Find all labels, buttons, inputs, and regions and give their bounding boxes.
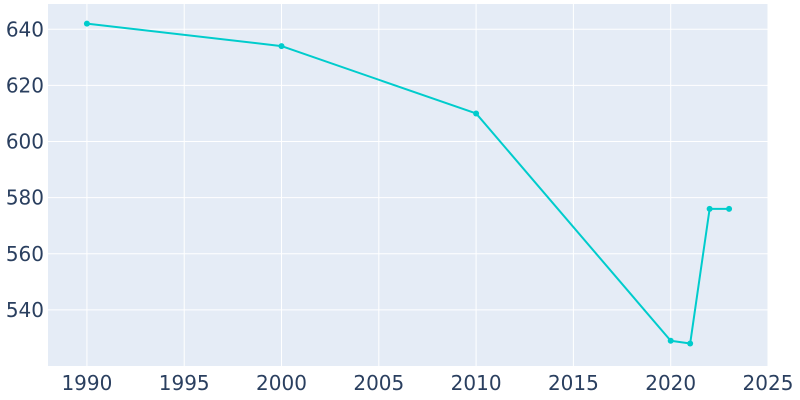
data-point <box>83 20 90 27</box>
y-tick-label: 540 <box>6 298 44 322</box>
y-tick-label: 620 <box>6 73 44 97</box>
data-point <box>726 205 733 212</box>
y-tick-label: 560 <box>6 242 44 266</box>
data-point <box>473 110 480 117</box>
data-point <box>687 340 694 347</box>
y-tick-label: 640 <box>6 17 44 41</box>
x-tick-label: 2015 <box>548 371 599 395</box>
x-tick-label: 2010 <box>451 371 502 395</box>
x-tick-label: 1990 <box>61 371 112 395</box>
x-axis-ticks: 1990 1995 2000 2005 2010 2015 2020 2025 <box>61 371 793 395</box>
data-point <box>706 205 713 212</box>
x-tick-label: 2020 <box>645 371 696 395</box>
x-tick-label: 1995 <box>159 371 210 395</box>
x-tick-label: 2025 <box>743 371 794 395</box>
gridlines <box>48 4 769 366</box>
x-tick-label: 2005 <box>353 371 404 395</box>
y-axis-ticks: 540 560 580 600 620 640 <box>6 17 44 322</box>
plot-background <box>48 4 768 366</box>
x-tick-label: 2000 <box>256 371 307 395</box>
data-point <box>667 337 674 344</box>
data-point <box>278 43 285 50</box>
series-layer <box>83 20 733 347</box>
y-tick-label: 580 <box>6 186 44 210</box>
y-tick-label: 600 <box>6 130 44 154</box>
